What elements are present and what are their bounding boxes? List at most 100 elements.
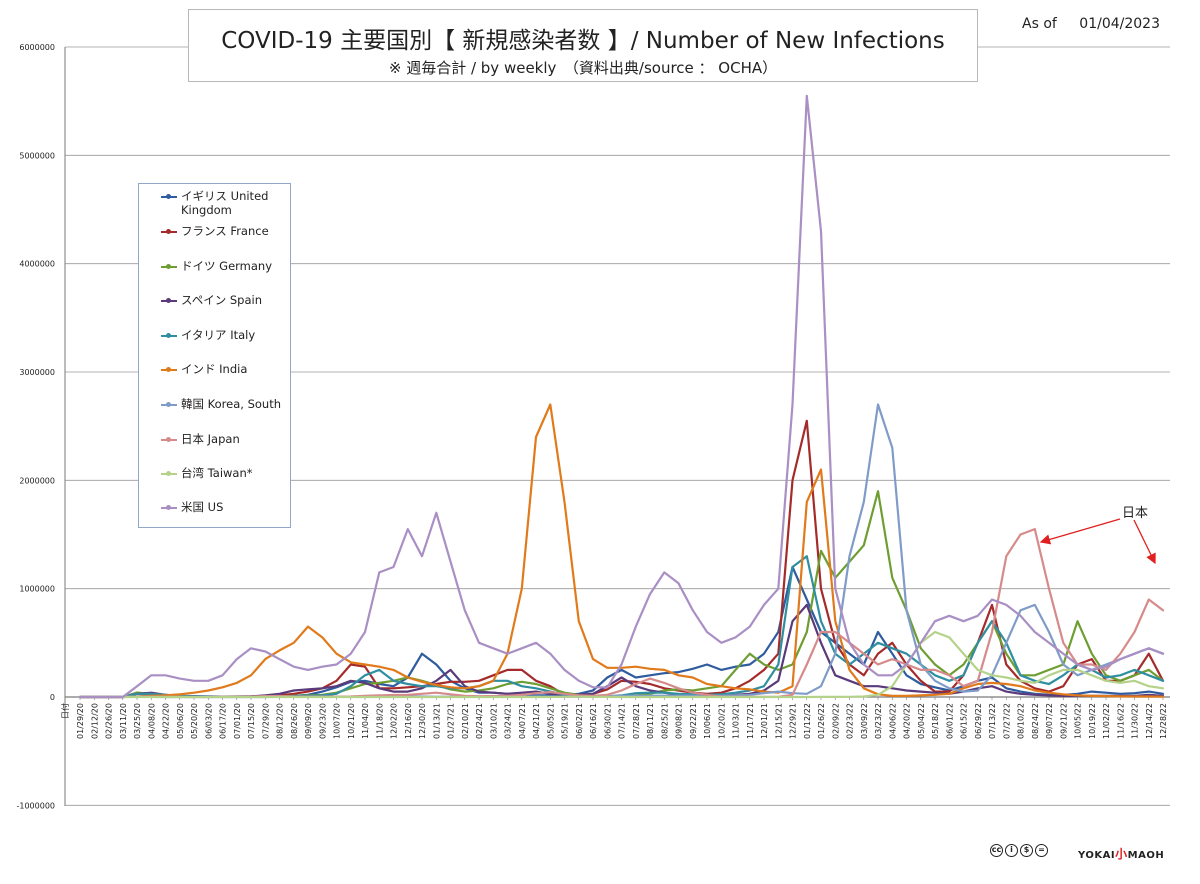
x-tick-label: 03/10/21 <box>489 703 498 739</box>
legend-label: フランス France <box>181 224 269 238</box>
x-tick-label: 03/24/21 <box>504 703 513 739</box>
x-tick-label: 09/23/20 <box>318 703 327 739</box>
legend-swatch <box>161 437 177 442</box>
x-tick-label: 09/22/21 <box>689 703 698 739</box>
series-line-8 <box>78 630 1165 699</box>
x-tick-label: 07/13/22 <box>988 703 997 739</box>
x-tick-label: 01/13/21 <box>432 703 441 739</box>
x-tick-label: 07/15/20 <box>247 703 256 739</box>
legend-swatch <box>161 194 177 199</box>
x-tick-label: 04/08/20 <box>147 703 156 739</box>
x-tick-label: 07/14/21 <box>618 703 627 739</box>
x-tick-label: 04/06/22 <box>888 703 897 739</box>
x-tick-label: 08/11/21 <box>646 703 655 739</box>
japan-annotation-label: 日本 <box>1122 506 1149 521</box>
x-tick-label: 05/20/20 <box>190 703 199 739</box>
legend-label: イタリア Italy <box>181 328 256 342</box>
y-tick-label: 4000000 <box>19 260 55 269</box>
x-tick-label: 12/01/21 <box>760 703 769 739</box>
x-tick-label: 06/15/22 <box>960 703 969 739</box>
brand-logo: YOKAI小MAOH <box>1078 847 1165 861</box>
x-tick-label: 05/19/21 <box>561 703 570 739</box>
x-tick-label: 03/11/20 <box>119 703 128 739</box>
legend-label: イギリス United Kingdom <box>181 189 269 217</box>
x-first-label: 日付 <box>60 703 70 719</box>
x-tick-label: 02/23/22 <box>846 703 855 739</box>
y-tick-label: 6000000 <box>19 43 55 52</box>
x-tick-label: 07/29/20 <box>261 703 270 739</box>
x-tick-label: 05/05/21 <box>546 703 555 739</box>
legend-label: 台湾 Taiwan* <box>181 466 253 480</box>
chart-subtitle: ※ 週毎合計 / by weekly （資料出典/source ： OCHA） <box>388 59 778 77</box>
x-tick-label: 04/21/21 <box>532 703 541 739</box>
legend-swatch <box>161 402 177 407</box>
nc-icon: $ <box>1020 844 1033 857</box>
legend-label: 米国 US <box>181 500 224 514</box>
x-tick-label: 01/27/21 <box>447 703 456 739</box>
legend-label: インド India <box>181 362 248 376</box>
series-line-9 <box>78 94 1165 699</box>
x-tick-label: 10/06/21 <box>703 703 712 739</box>
x-tick-label: 06/01/22 <box>945 703 954 739</box>
x-tick-label: 12/16/20 <box>404 703 413 739</box>
legend-swatch <box>161 333 177 338</box>
as-of-date: As of 01/04/2023 <box>1022 16 1160 32</box>
x-tick-label: 01/12/22 <box>803 703 812 739</box>
x-tick-label: 11/18/20 <box>375 703 384 739</box>
as-of-label: As of <box>1022 16 1057 32</box>
x-tick-label: 01/29/20 <box>76 703 85 739</box>
x-tick-label: 10/05/22 <box>1074 703 1083 739</box>
x-tick-label: 08/24/22 <box>1031 703 1040 739</box>
x-tick-label: 02/10/21 <box>461 703 470 739</box>
x-tick-label: 08/12/20 <box>276 703 285 739</box>
y-tick-label: 2000000 <box>19 476 55 485</box>
x-tick-label: 03/25/20 <box>133 703 142 739</box>
x-tick-label: 04/07/21 <box>518 703 527 739</box>
x-tick-label: 05/06/20 <box>176 703 185 739</box>
x-axis-ticks: 日付 01/29/20 02/12/20 02/26/20 03/11/20 03/25/… <box>60 697 1168 739</box>
x-tick-label: 02/09/22 <box>831 703 840 739</box>
series-lines <box>78 94 1165 699</box>
x-tick-label: 11/17/21 <box>746 703 755 739</box>
x-tick-label: 11/02/22 <box>1102 703 1111 739</box>
legend-label: 韓国 Korea, South <box>181 397 281 411</box>
x-tick-label: 06/16/21 <box>589 703 598 739</box>
y-tick-label: 5000000 <box>19 151 55 160</box>
x-tick-label: 03/09/22 <box>860 703 869 739</box>
x-tick-label: 05/18/22 <box>931 703 940 739</box>
x-tick-label: 09/21/22 <box>1059 703 1068 739</box>
x-tick-label: 10/21/20 <box>347 703 356 739</box>
chart-title-box: COVID-19 主要国別【 新規感染者数 】/ Number of New I… <box>188 9 978 82</box>
legend-swatch <box>161 471 177 476</box>
x-tick-label: 02/26/20 <box>105 703 114 739</box>
nd-icon: = <box>1035 844 1048 857</box>
annotation-arrow-right <box>1133 519 1156 565</box>
x-tick-label: 08/10/22 <box>1017 703 1026 739</box>
x-tick-label: 02/12/20 <box>90 703 99 739</box>
cc-icon: cc <box>990 844 1003 857</box>
x-tick-label: 11/04/20 <box>361 703 370 739</box>
x-tick-label: 03/23/22 <box>874 703 883 739</box>
by-icon: i <box>1005 844 1018 857</box>
chart-legend: イギリス United Kingdom フランス France ドイツ German… <box>138 183 291 528</box>
x-tick-label: 12/15/21 <box>774 703 783 739</box>
x-tick-label: 09/08/21 <box>675 703 684 739</box>
y-axis-ticks: 6000000 5000000 4000000 3000000 2000000 10000… <box>16 43 55 810</box>
legend-label: スペイン Spain <box>181 293 262 307</box>
x-tick-label: 08/26/20 <box>290 703 299 739</box>
x-tick-label: 10/19/22 <box>1088 703 1097 739</box>
x-tick-label: 06/29/22 <box>974 703 983 739</box>
x-tick-label: 06/02/21 <box>575 703 584 739</box>
x-tick-label: 09/09/20 <box>304 703 313 739</box>
x-tick-label: 07/28/21 <box>632 703 641 739</box>
x-tick-label: 07/27/22 <box>1002 703 1011 739</box>
annotation-arrow-left <box>1039 518 1121 545</box>
x-tick-label: 12/28/22 <box>1159 703 1168 739</box>
series-line-5 <box>78 403 1165 699</box>
x-tick-label: 10/07/20 <box>333 703 342 739</box>
x-tick-label: 01/26/22 <box>817 703 826 739</box>
y-tick-label: 0 <box>50 693 55 702</box>
y-tick-label: -1000000 <box>16 801 55 810</box>
legend-swatch <box>161 264 177 269</box>
annotation-arrows <box>1039 518 1156 565</box>
